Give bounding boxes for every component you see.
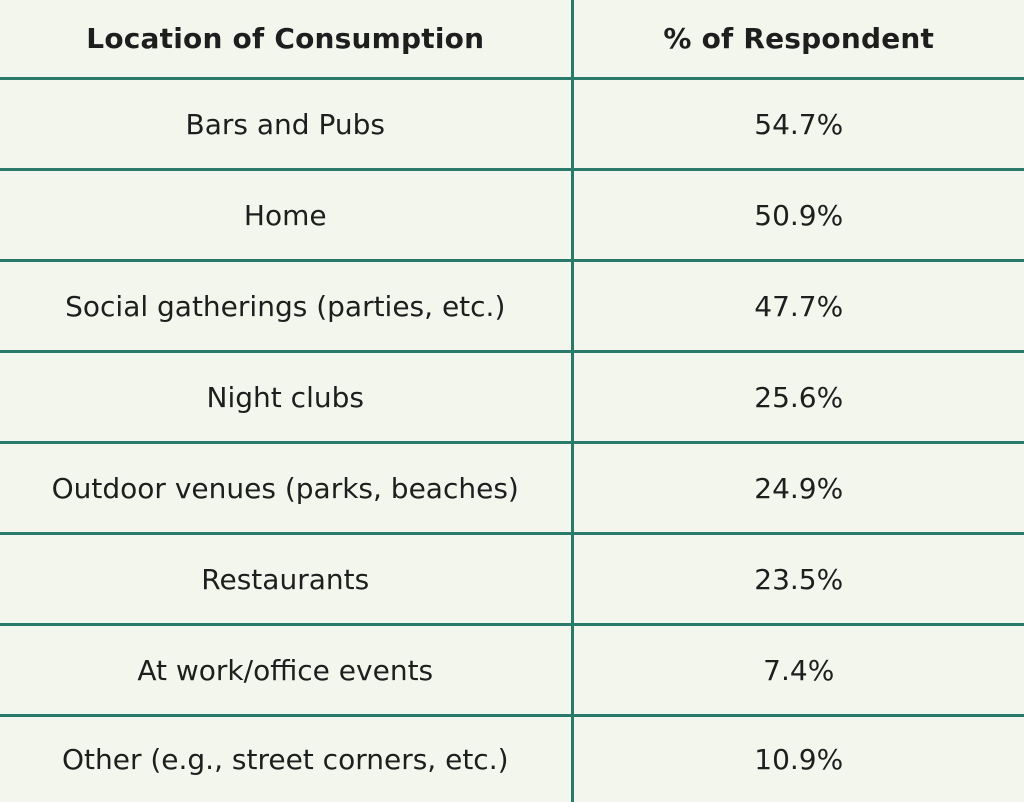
location-cell: Restaurants [0,534,572,625]
location-cell: Bars and Pubs [0,79,572,170]
percent-cell: 23.5% [572,534,1024,625]
table-row: Restaurants 23.5% [0,534,1024,625]
percent-cell: 54.7% [572,79,1024,170]
table-row: Other (e.g., street corners, etc.) 10.9% [0,716,1024,802]
table-row: Night clubs 25.6% [0,352,1024,443]
location-cell: Social gatherings (parties, etc.) [0,261,572,352]
table-row: Home 50.9% [0,170,1024,261]
location-cell: Night clubs [0,352,572,443]
table-header-row: Location of Consumption % of Respondent [0,0,1024,79]
percent-cell: 50.9% [572,170,1024,261]
table-row: Social gatherings (parties, etc.) 47.7% [0,261,1024,352]
location-cell: At work/office events [0,625,572,716]
table-row: Bars and Pubs 54.7% [0,79,1024,170]
header-percent-of-respondent: % of Respondent [572,0,1024,79]
table-row: Outdoor venues (parks, beaches) 24.9% [0,443,1024,534]
percent-cell: 10.9% [572,716,1024,802]
percent-cell: 24.9% [572,443,1024,534]
table-row: At work/office events 7.4% [0,625,1024,716]
location-cell: Other (e.g., street corners, etc.) [0,716,572,802]
percent-cell: 25.6% [572,352,1024,443]
location-cell: Home [0,170,572,261]
header-location-of-consumption: Location of Consumption [0,0,572,79]
location-cell: Outdoor venues (parks, beaches) [0,443,572,534]
percent-cell: 47.7% [572,261,1024,352]
percent-cell: 7.4% [572,625,1024,716]
